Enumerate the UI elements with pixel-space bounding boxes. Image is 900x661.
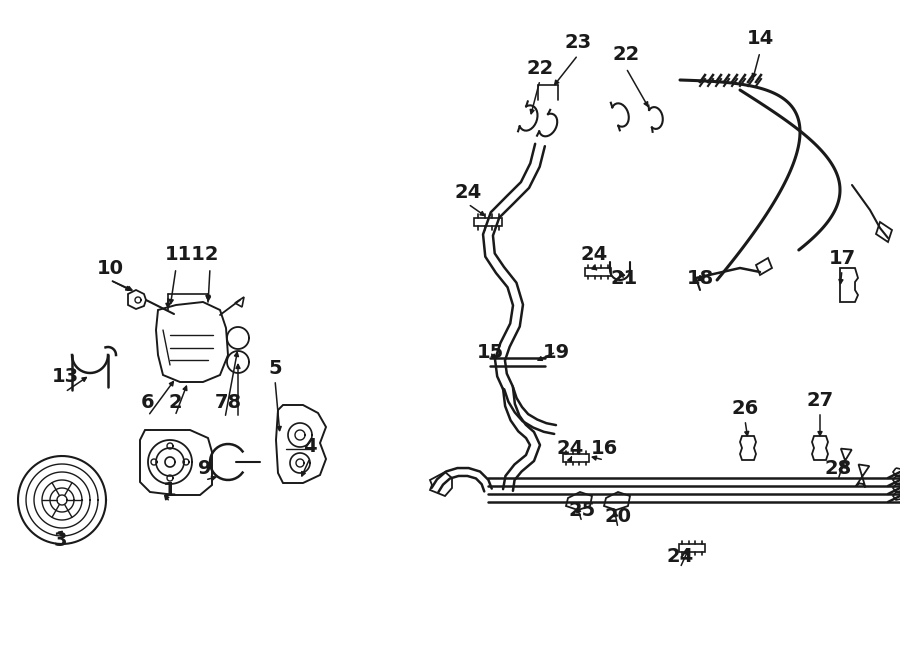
Text: 17: 17 [828, 249, 856, 268]
Text: 1112: 1112 [165, 245, 220, 264]
Text: 22: 22 [526, 59, 554, 77]
Text: 14: 14 [746, 28, 774, 48]
Text: 24: 24 [556, 438, 583, 457]
Text: 26: 26 [732, 399, 759, 418]
Text: 22: 22 [612, 46, 640, 65]
Text: 15: 15 [476, 342, 504, 362]
Text: 19: 19 [543, 342, 570, 362]
Text: 9: 9 [198, 459, 212, 477]
Text: 21: 21 [610, 268, 637, 288]
Text: 2: 2 [168, 393, 182, 412]
Text: 6: 6 [141, 393, 155, 412]
Text: 18: 18 [687, 268, 714, 288]
Text: 5: 5 [268, 358, 282, 377]
Text: 10: 10 [96, 258, 123, 278]
Text: 16: 16 [590, 438, 617, 457]
Text: 78: 78 [214, 393, 241, 412]
Text: 20: 20 [605, 506, 632, 525]
Text: 24: 24 [666, 547, 694, 566]
Text: 23: 23 [564, 32, 591, 52]
Text: 24: 24 [580, 245, 608, 264]
Text: 1: 1 [163, 481, 176, 500]
Text: 13: 13 [51, 366, 78, 385]
Text: 27: 27 [806, 391, 833, 410]
Text: 28: 28 [824, 459, 851, 477]
Text: 4: 4 [303, 436, 317, 455]
Text: 24: 24 [454, 182, 482, 202]
Text: 25: 25 [569, 500, 596, 520]
Text: 3: 3 [53, 531, 67, 549]
